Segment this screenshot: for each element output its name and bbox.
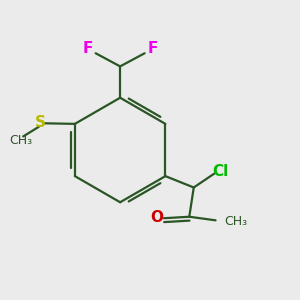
Text: CH₃: CH₃ (224, 215, 247, 228)
Text: Cl: Cl (212, 164, 228, 179)
Text: CH₃: CH₃ (9, 134, 32, 147)
Text: O: O (150, 209, 163, 224)
Text: F: F (83, 41, 93, 56)
Text: F: F (147, 41, 158, 56)
Text: S: S (34, 115, 45, 130)
